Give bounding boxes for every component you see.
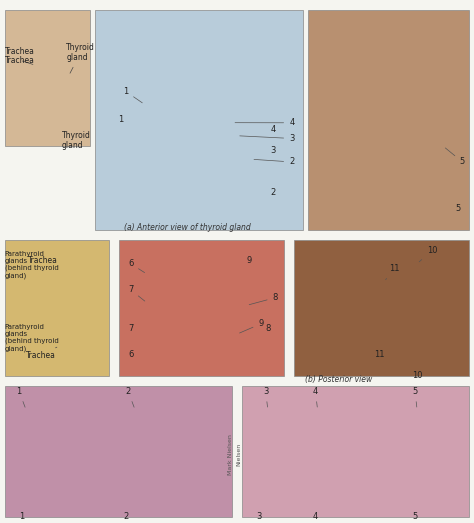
Text: 3: 3 [256,511,261,520]
Text: 11: 11 [386,265,399,280]
Text: 3: 3 [240,134,294,143]
Text: 8: 8 [265,324,271,333]
Text: 1: 1 [118,115,124,124]
FancyBboxPatch shape [118,240,284,376]
Text: 5: 5 [412,511,418,520]
Text: Trachea: Trachea [28,256,58,265]
Text: 10: 10 [419,246,437,262]
Text: 2: 2 [126,387,134,407]
Text: 4: 4 [313,511,318,520]
Text: 5: 5 [455,203,460,213]
Text: 1: 1 [19,511,24,520]
FancyBboxPatch shape [5,386,232,517]
FancyBboxPatch shape [5,10,90,146]
Text: Trachea: Trachea [26,347,57,360]
Text: 6: 6 [128,259,145,272]
FancyBboxPatch shape [308,10,469,230]
Text: (a) Anterior view of thyroid gland: (a) Anterior view of thyroid gland [124,223,251,232]
FancyBboxPatch shape [5,240,109,376]
Text: 4: 4 [270,126,275,134]
Text: (b) Posterior view: (b) Posterior view [305,374,373,384]
Text: 2: 2 [270,188,275,197]
Text: 4: 4 [313,387,318,407]
Text: 6: 6 [128,350,133,359]
FancyBboxPatch shape [95,10,303,230]
Text: 9: 9 [246,256,252,265]
Text: 1: 1 [17,387,25,407]
Text: 4: 4 [235,118,294,127]
Text: 2: 2 [123,511,128,520]
Text: 8: 8 [249,293,278,305]
Text: Parathyroid
glands
(behind thyroid
gland): Parathyroid glands (behind thyroid gland… [5,324,58,351]
Text: Parathyroid
glands
(behind thyroid
gland): Parathyroid glands (behind thyroid gland… [5,251,58,279]
Text: 10: 10 [412,371,423,380]
Text: 7: 7 [128,286,145,301]
Text: 5: 5 [446,148,465,166]
Text: 1: 1 [123,87,142,103]
FancyBboxPatch shape [242,386,469,517]
Text: 7: 7 [128,324,133,333]
Text: Mark Nielsen: Mark Nielsen [228,434,233,475]
Text: Nielsen: Nielsen [237,442,242,466]
Text: Thyroid
gland: Thyroid gland [66,43,95,73]
Text: Thyroid
gland: Thyroid gland [62,131,91,150]
Text: 11: 11 [374,350,385,359]
Text: 3: 3 [270,146,275,155]
Text: Trachea: Trachea [5,47,35,56]
Text: 2: 2 [254,157,294,166]
FancyBboxPatch shape [294,240,469,376]
Text: Trachea: Trachea [5,55,35,65]
Text: 5: 5 [412,387,418,407]
Text: 3: 3 [263,387,268,407]
Text: 9: 9 [239,319,264,333]
